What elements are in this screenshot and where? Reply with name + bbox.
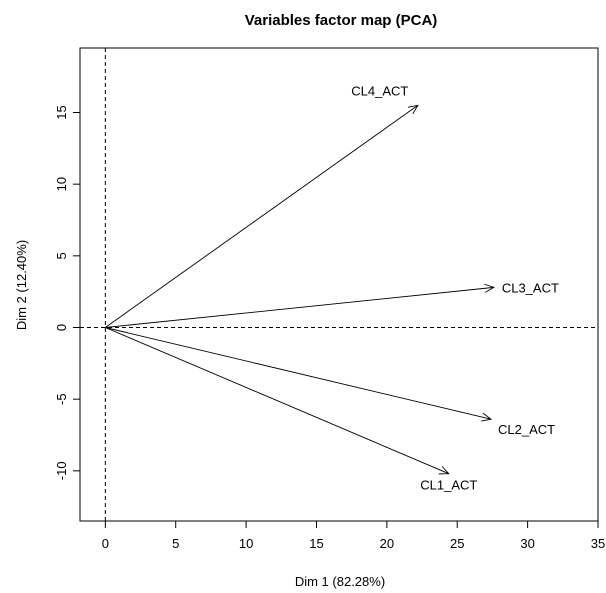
vector-cl4-act: CL4_ACT [105,83,419,328]
x-tick-label: 10 [239,536,253,551]
vector-cl2-act: CL2_ACT [105,327,555,437]
arrowhead-cl3-act [484,283,495,293]
y-tick-label: 5 [54,252,69,259]
vector-label-cl4-act: CL4_ACT [351,83,408,98]
arrowhead-cl4-act [407,104,419,115]
x-tick-label: 35 [591,536,605,551]
vector-line-cl1-act [105,327,449,475]
x-tick-label: 20 [380,536,394,551]
x-tick-label: 0 [102,536,109,551]
vector-label-cl3-act: CL3_ACT [502,280,559,295]
x-axis: 0 5 10 15 20 25 30 35 [102,521,605,551]
y-tick-label: 0 [54,324,69,331]
y-tick-label: -5 [54,393,69,405]
y-tick-label: 10 [54,177,69,191]
arrowhead-cl1-act [438,466,450,475]
x-tick-label: 5 [172,536,179,551]
y-tick-label: 15 [54,105,69,119]
reference-lines [80,48,598,521]
vector-label-cl2-act: CL2_ACT [498,422,555,437]
vector-label-cl1-act: CL1_ACT [420,478,477,493]
vector-arrows: CL4_ACT CL3_ACT CL2_ACT CL1_ACT [105,83,559,493]
x-axis-label: Dim 1 (82.28%) [295,574,385,589]
vector-line-cl4-act [105,104,419,328]
vector-line-cl3-act [105,286,494,328]
plot-frame [79,47,599,522]
vector-cl1-act: CL1_ACT [105,327,477,493]
x-tick-label: 30 [520,536,534,551]
x-tick-label: 25 [450,536,464,551]
y-axis-label: Dim 2 (12.40%) [14,240,29,330]
vector-line-cl2-act [105,327,492,420]
chart-title: Variables factor map (PCA) [245,12,438,29]
y-axis: -10 -5 0 5 10 15 [54,105,80,480]
x-tick-label: 15 [309,536,323,551]
vector-cl3-act: CL3_ACT [105,280,559,328]
y-tick-label: -10 [54,461,69,480]
arrowhead-cl2-act [481,412,493,422]
